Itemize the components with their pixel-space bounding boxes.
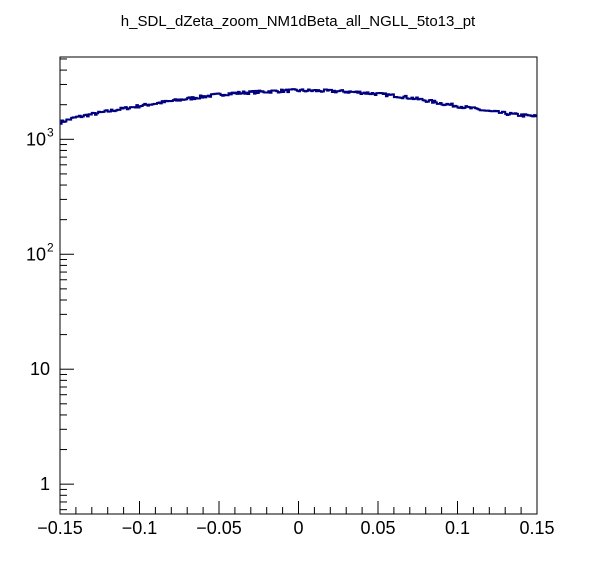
y-tick-label: 1 bbox=[40, 474, 50, 494]
x-tick-label: 0 bbox=[293, 518, 303, 538]
x-tick-label: −0.1 bbox=[122, 518, 158, 538]
x-tick-label: 0.15 bbox=[519, 518, 554, 538]
y-tick-label: 10 bbox=[26, 244, 46, 264]
y-tick-exponent: 2 bbox=[47, 240, 54, 254]
histogram-series-line bbox=[60, 88, 537, 125]
x-tick-label: −0.05 bbox=[196, 518, 242, 538]
y-tick-label: 10 bbox=[30, 359, 50, 379]
x-axis: −0.15 −0.1 −0.05 0 0.05 0.1 0.15 bbox=[37, 501, 555, 538]
y-tick-exponent: 3 bbox=[47, 125, 54, 139]
chart-title: h_SDL_dZeta_zoom_NM1dBeta_all_NGLL_5to13… bbox=[121, 13, 476, 30]
y-tick-label: 10 bbox=[26, 129, 46, 149]
x-tick-label: 0.1 bbox=[445, 518, 470, 538]
x-tick-label: 0.05 bbox=[360, 518, 395, 538]
x-tick-label: −0.15 bbox=[37, 518, 83, 538]
